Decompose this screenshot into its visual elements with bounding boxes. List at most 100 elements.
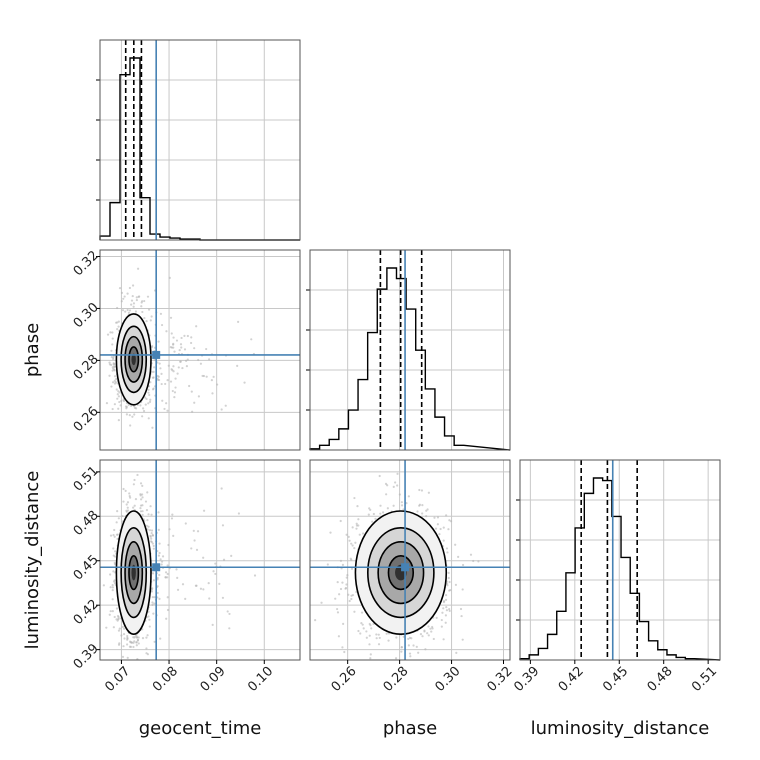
scatter-point <box>126 637 129 640</box>
scatter-point <box>129 641 132 644</box>
y-tick-label: 0.26 <box>71 404 102 435</box>
2d-panel-geocent-time-vs-luminosity-distance <box>99 459 301 661</box>
scatter-point <box>409 655 412 658</box>
scatter-point <box>250 338 253 341</box>
scatter-point <box>139 504 143 507</box>
scatter-point <box>365 630 368 633</box>
scatter-point <box>408 652 412 655</box>
scatter-point <box>117 395 120 398</box>
scatter-point <box>146 519 149 522</box>
scatter-point <box>146 634 149 637</box>
scatter-point <box>121 655 125 658</box>
scatter-point <box>141 310 144 314</box>
scatter-point <box>358 533 361 536</box>
scatter-point <box>128 414 131 417</box>
scatter-point <box>369 653 372 656</box>
scatter-point <box>430 630 433 633</box>
scatter-point <box>378 636 381 640</box>
scatter-point <box>120 291 124 294</box>
scatter-point <box>178 349 181 352</box>
scatter-point <box>158 573 161 577</box>
scatter-point <box>117 320 120 323</box>
scatter-point <box>163 407 166 411</box>
scatter-point <box>402 508 405 511</box>
scatter-point <box>126 656 129 659</box>
scatter-point <box>449 520 453 523</box>
scatter-point <box>126 506 129 509</box>
scatter-point <box>126 501 130 504</box>
scatter-point <box>400 501 403 504</box>
scatter-point <box>243 381 246 384</box>
scatter-point <box>378 474 381 478</box>
truth-marker <box>152 350 161 359</box>
scatter-point <box>160 563 163 566</box>
scatter-point <box>414 664 416 666</box>
x-tick-label: 0.26 <box>329 664 360 695</box>
scatter-point <box>119 404 122 407</box>
scatter-point <box>457 555 460 558</box>
scatter-point <box>196 530 200 533</box>
scatter-point <box>237 320 240 323</box>
scatter-point <box>160 323 164 327</box>
scatter-point <box>141 637 145 640</box>
panel-frame <box>309 249 511 451</box>
scatter-point <box>139 507 142 510</box>
scatter-point <box>123 295 126 298</box>
scatter-point <box>369 657 372 660</box>
scatter-point <box>145 652 148 655</box>
scatter-point <box>151 388 155 391</box>
scatter-point <box>253 574 257 577</box>
x-tick-label: 0.39 <box>511 664 542 695</box>
scatter-point <box>166 608 170 612</box>
scatter-point <box>400 646 403 649</box>
scatter-point <box>148 400 152 403</box>
scatter-point <box>191 410 194 413</box>
scatter-point <box>134 407 138 410</box>
scatter-point <box>425 515 428 518</box>
scatter-point <box>400 650 403 653</box>
scatter-point <box>146 491 149 494</box>
scatter-point <box>448 609 451 613</box>
scatter-point <box>342 622 345 625</box>
scatter-point <box>348 599 351 603</box>
scatter-point <box>350 567 354 570</box>
scatter-point <box>421 635 424 638</box>
x-axis-label-phase: phase <box>383 718 437 739</box>
scatter-point <box>385 493 388 496</box>
contour-line <box>120 526 148 619</box>
scatter-point <box>167 543 170 547</box>
scatter-point <box>117 643 121 646</box>
scatter-point <box>110 349 113 352</box>
scatter-point <box>170 346 174 349</box>
scatter-point <box>228 627 231 630</box>
scatter-point <box>171 389 174 393</box>
scatter-point <box>172 342 175 345</box>
scatter-point <box>133 504 136 507</box>
scatter-point <box>114 550 117 553</box>
scatter-point <box>165 402 168 405</box>
scatter-point <box>326 563 329 566</box>
scatter-point <box>111 381 115 384</box>
scatter-point <box>132 302 136 305</box>
scatter-point <box>141 415 144 418</box>
scatter-point <box>442 601 446 604</box>
scatter-point <box>158 551 161 555</box>
scatter-point <box>113 535 116 538</box>
scatter-point <box>341 563 345 566</box>
scatter-point <box>151 603 154 606</box>
scatter-point <box>357 629 360 633</box>
truth-marker <box>152 563 161 572</box>
scatter-point <box>347 535 350 538</box>
scatter-point <box>148 529 152 532</box>
scatter-point <box>95 325 97 327</box>
scatter-point <box>157 340 160 343</box>
scatter-point <box>444 621 447 624</box>
scatter-point <box>175 339 179 342</box>
density-level <box>131 564 136 581</box>
contour-line <box>124 335 144 383</box>
y-tick-label: 0.48 <box>71 508 102 539</box>
scatter-point <box>109 534 113 537</box>
scatter-point <box>147 391 150 394</box>
scatter-point <box>351 593 355 597</box>
scatter-point <box>172 534 175 538</box>
